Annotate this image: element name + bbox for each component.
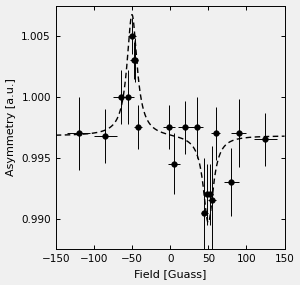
X-axis label: Field [Guass]: Field [Guass] — [134, 269, 206, 280]
Y-axis label: Asymmetry [a.u.]: Asymmetry [a.u.] — [6, 78, 16, 176]
